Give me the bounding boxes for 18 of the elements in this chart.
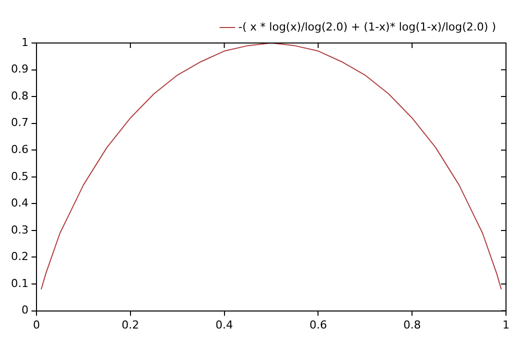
y-tick-label: 0.1	[10, 276, 28, 290]
y-tick-label: 0.9	[10, 62, 28, 76]
x-tick-label: 0.8	[403, 318, 421, 332]
x-tick-label: 0.4	[216, 318, 234, 332]
x-tick-label: 0.6	[309, 318, 327, 332]
y-tick-label: 0.8	[10, 89, 28, 102]
y-tick-label: 0.3	[10, 223, 28, 236]
x-tick-label: 1	[502, 318, 510, 332]
y-tick-label: 0	[21, 304, 28, 317]
x-tick-label: 0	[32, 318, 40, 332]
y-tick-label: 0.4	[10, 196, 28, 210]
y-tick-label: 1	[21, 36, 28, 49]
y-tick-label: 0.7	[10, 116, 28, 130]
y-tick-label: 0.5	[10, 170, 28, 183]
y-tick-label: 0.2	[10, 250, 28, 264]
x-tick-label: 0.2	[122, 318, 140, 332]
y-tick-label: 0.6	[10, 142, 28, 156]
legend-label: -( x * log(x)/log(2.0) + (1-x)* log(1-x)/log(2.0) )	[238, 20, 496, 34]
